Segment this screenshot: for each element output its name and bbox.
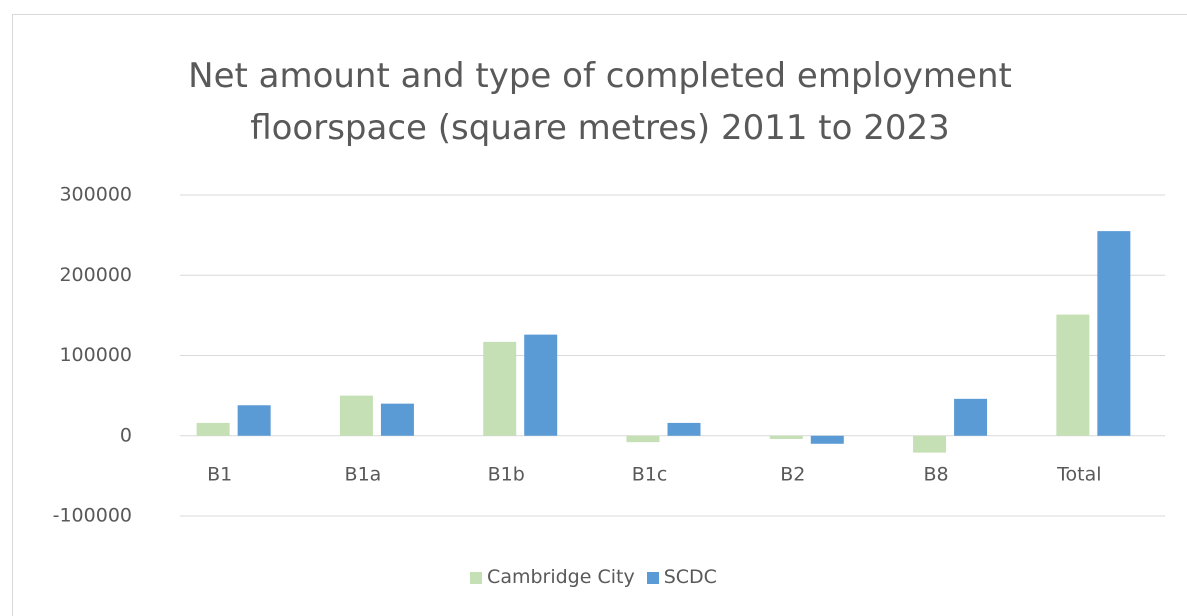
chart-frame	[12, 14, 1187, 616]
legend: Cambridge City SCDC	[0, 566, 1187, 588]
bar	[196, 422, 230, 436]
bar	[954, 398, 988, 436]
bar	[237, 405, 271, 436]
bar	[483, 341, 517, 436]
legend-swatch	[646, 572, 659, 584]
bar	[913, 435, 947, 453]
bar	[380, 403, 414, 436]
x-tick-label: B1b	[488, 464, 525, 486]
bar	[810, 435, 844, 444]
x-tick-label: B8	[924, 464, 949, 486]
bar	[1097, 231, 1131, 436]
bar	[667, 422, 701, 436]
legend-label: Cambridge City	[487, 566, 635, 588]
y-tick-label: 200000	[59, 264, 132, 286]
legend-swatch	[470, 572, 483, 584]
x-tick-label: B2	[780, 464, 805, 486]
legend-item: SCDC	[646, 566, 717, 588]
chart-title: Net amount and type of completed employm…	[188, 56, 1012, 148]
y-tick-label: -100000	[53, 505, 132, 527]
x-tick-label: B1	[207, 464, 232, 486]
legend-item: Cambridge City	[470, 566, 635, 588]
bar	[769, 435, 803, 439]
bar	[524, 334, 558, 436]
y-tick-label: 0	[120, 424, 132, 446]
bar	[1056, 314, 1090, 436]
x-tick-label: Total	[1056, 464, 1101, 486]
x-tick-label: B1c	[632, 464, 668, 486]
bar	[339, 395, 373, 436]
x-tick-label: B1a	[345, 464, 382, 486]
legend-label: SCDC	[663, 566, 717, 588]
bar	[626, 435, 660, 443]
y-tick-label: 300000	[59, 184, 132, 206]
y-tick-label: 100000	[59, 344, 132, 366]
